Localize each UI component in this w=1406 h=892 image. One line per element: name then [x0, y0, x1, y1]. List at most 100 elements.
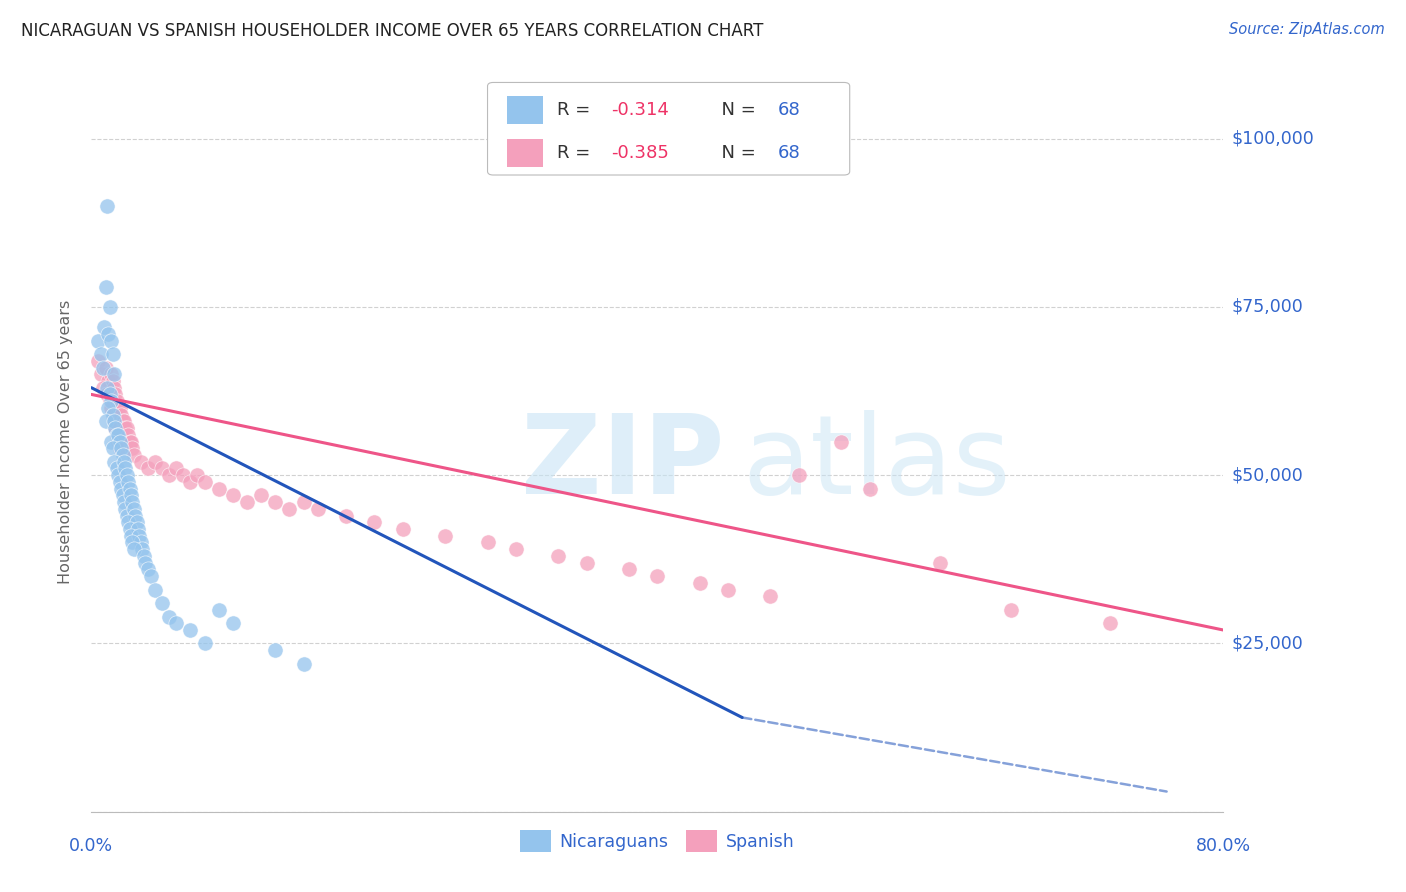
Point [103, 381, 125, 395]
Text: R =: R = [557, 144, 596, 161]
Point [96, 387, 118, 401]
Point [87, 334, 110, 348]
Point [96, 381, 118, 395]
Point [335, 508, 357, 523]
Point [391, 522, 413, 536]
Point [193, 636, 217, 650]
Point [120, 434, 142, 449]
Point [222, 616, 245, 631]
Point [128, 529, 150, 543]
Point [292, 657, 315, 671]
Point [143, 582, 166, 597]
Point [118, 434, 141, 449]
Point [114, 421, 136, 435]
Point [96, 199, 118, 213]
Text: N =: N = [710, 101, 761, 119]
Point [645, 569, 668, 583]
Point [139, 569, 162, 583]
Point [136, 562, 159, 576]
Text: N =: N = [710, 144, 761, 161]
Point [125, 516, 148, 530]
Point [111, 488, 134, 502]
FancyBboxPatch shape [488, 82, 849, 175]
Point [103, 414, 125, 428]
Point [278, 501, 301, 516]
Point [136, 461, 159, 475]
Point [110, 482, 132, 496]
Point [97, 374, 120, 388]
Point [100, 334, 122, 348]
Text: $25,000: $25,000 [1232, 634, 1303, 652]
Point [250, 488, 273, 502]
Text: 68: 68 [778, 101, 800, 119]
Point [111, 448, 134, 462]
Point [103, 414, 125, 428]
Point [121, 535, 143, 549]
Point [617, 562, 640, 576]
Point [93, 320, 115, 334]
Point [97, 326, 120, 341]
Point [87, 353, 110, 368]
Point [117, 427, 139, 442]
Point [104, 421, 127, 435]
Point [105, 427, 128, 442]
Point [179, 475, 201, 489]
Text: NICARAGUAN VS SPANISH HOUSEHOLDER INCOME OVER 65 YEARS CORRELATION CHART: NICARAGUAN VS SPANISH HOUSEHOLDER INCOME… [21, 22, 763, 40]
Point [193, 475, 217, 489]
Point [100, 434, 122, 449]
Point [150, 596, 173, 610]
Point [120, 488, 142, 502]
Point [122, 501, 145, 516]
Point [98, 387, 121, 401]
Point [112, 495, 135, 509]
Text: $50,000: $50,000 [1232, 467, 1303, 484]
Point [100, 394, 122, 409]
Point [112, 414, 135, 428]
Point [129, 535, 152, 549]
Point [157, 609, 180, 624]
Point [108, 442, 131, 456]
Point [103, 455, 125, 469]
Point [292, 495, 315, 509]
Point [114, 501, 136, 516]
Point [108, 401, 131, 415]
Point [208, 482, 231, 496]
Point [117, 475, 139, 489]
Point [117, 516, 139, 530]
Point [132, 549, 155, 563]
Point [107, 434, 129, 449]
Point [505, 542, 527, 557]
Point [101, 408, 124, 422]
Point [105, 394, 128, 409]
Point [107, 468, 129, 483]
Text: Source: ZipAtlas.com: Source: ZipAtlas.com [1229, 22, 1385, 37]
Point [165, 616, 187, 631]
Point [108, 475, 131, 489]
Point [120, 529, 142, 543]
Text: R =: R = [557, 101, 596, 119]
Point [98, 300, 121, 314]
Point [222, 488, 245, 502]
Point [101, 347, 124, 361]
Point [121, 495, 143, 509]
Point [929, 556, 952, 570]
Point [1000, 603, 1022, 617]
Text: 80.0%: 80.0% [1195, 837, 1251, 855]
Text: 68: 68 [778, 144, 800, 161]
Point [477, 535, 499, 549]
Point [101, 408, 124, 422]
Point [94, 360, 117, 375]
Point [858, 482, 880, 496]
Text: 0.0%: 0.0% [69, 837, 114, 855]
Point [575, 556, 598, 570]
Text: -0.385: -0.385 [612, 144, 669, 161]
Point [307, 501, 329, 516]
Y-axis label: Householder Income Over 65 years: Householder Income Over 65 years [58, 300, 73, 583]
Point [236, 495, 259, 509]
Point [104, 421, 127, 435]
Point [115, 468, 138, 483]
Point [121, 442, 143, 456]
Point [179, 623, 201, 637]
Point [115, 421, 138, 435]
Point [107, 401, 129, 415]
